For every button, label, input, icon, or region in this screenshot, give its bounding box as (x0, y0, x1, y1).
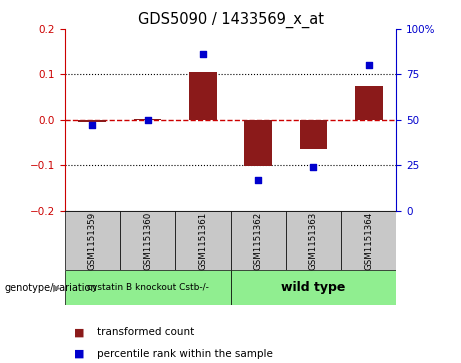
Point (199, 52, 207, 57)
Point (254, 177, 262, 183)
Point (89, 122, 96, 128)
Bar (120, 211, 175, 270)
Text: GSM1151362: GSM1151362 (254, 211, 263, 270)
Text: percentile rank within the sample: percentile rank within the sample (97, 349, 273, 359)
Bar (300, 120, 327, 149)
Bar (286, 211, 341, 270)
Bar (175, 211, 230, 270)
Text: ■: ■ (74, 327, 84, 337)
Bar (65, 270, 230, 305)
Bar (78, 120, 106, 122)
Bar (341, 211, 396, 270)
Text: GSM1151361: GSM1151361 (198, 211, 207, 270)
Bar (134, 119, 161, 120)
Point (310, 164, 317, 170)
Text: genotype/variation: genotype/variation (5, 283, 97, 293)
Text: ■: ■ (74, 349, 84, 359)
Text: GSM1151359: GSM1151359 (88, 211, 97, 270)
Bar (189, 72, 217, 120)
Text: cystatin B knockout Cstb-/-: cystatin B knockout Cstb-/- (87, 283, 208, 292)
Text: GSM1151363: GSM1151363 (309, 211, 318, 270)
Text: transformed count: transformed count (97, 327, 194, 337)
Bar (230, 270, 396, 305)
Bar (65, 211, 120, 270)
Bar (244, 120, 272, 166)
Text: wild type: wild type (281, 281, 346, 294)
Text: GSM1151364: GSM1151364 (364, 211, 373, 270)
Title: GDS5090 / 1433569_x_at: GDS5090 / 1433569_x_at (137, 12, 324, 28)
Bar (230, 211, 286, 270)
Bar (355, 86, 383, 120)
Point (144, 117, 151, 123)
Text: ▶: ▶ (53, 283, 60, 293)
Text: GSM1151360: GSM1151360 (143, 211, 152, 270)
Point (365, 62, 372, 68)
